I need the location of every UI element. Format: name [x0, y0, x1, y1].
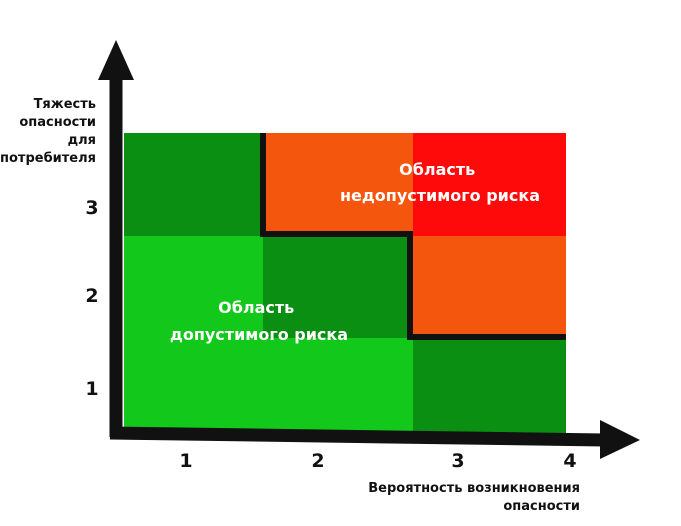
x-tick-label: 2	[311, 450, 324, 472]
y-tick-label: 1	[85, 378, 98, 400]
x-tick-label: 3	[451, 450, 464, 472]
matrix-cells	[124, 133, 566, 434]
x-axis-arrow-icon	[600, 420, 640, 459]
region-label-line: Область	[218, 298, 294, 317]
x-axis-title-line: Вероятность возникновения	[368, 481, 580, 496]
matrix-cell	[413, 338, 566, 434]
y-axis-title-line: Тяжесть	[33, 97, 96, 112]
matrix-cell	[263, 236, 413, 338]
region-label-acceptable: Область допустимого риска	[170, 298, 348, 344]
y-tick-label: 3	[85, 197, 98, 219]
matrix-cell	[124, 338, 263, 434]
matrix-cell	[413, 236, 566, 338]
x-tick-label: 4	[563, 450, 576, 472]
y-tick-label: 2	[85, 285, 98, 307]
region-label-line: Область	[399, 160, 475, 179]
region-label-line: недопустимого риска	[340, 186, 540, 205]
matrix-cell	[124, 236, 263, 338]
x-axis-title-line: опасности	[503, 499, 580, 514]
region-label-line: допустимого риска	[170, 325, 348, 344]
y-axis-title-line: для	[67, 133, 96, 148]
y-axis-title-line: опасности	[19, 115, 96, 130]
matrix-cell	[263, 338, 413, 434]
matrix-cell	[124, 133, 263, 236]
matrix-cell	[263, 133, 413, 236]
x-axis-line	[109, 426, 605, 447]
y-axis-title-line: потребителя	[0, 151, 96, 166]
y-axis-arrow-icon	[98, 40, 134, 80]
matrix-cell	[413, 133, 566, 236]
region-label-unacceptable: Область недопустимого риска	[340, 160, 540, 205]
x-tick-label: 1	[179, 450, 192, 472]
y-axis-title: Тяжесть опасности для потребителя	[0, 96, 96, 168]
x-axis-title: Вероятность возникновения опасности	[330, 480, 580, 516]
risk-boundary-line	[260, 133, 566, 340]
